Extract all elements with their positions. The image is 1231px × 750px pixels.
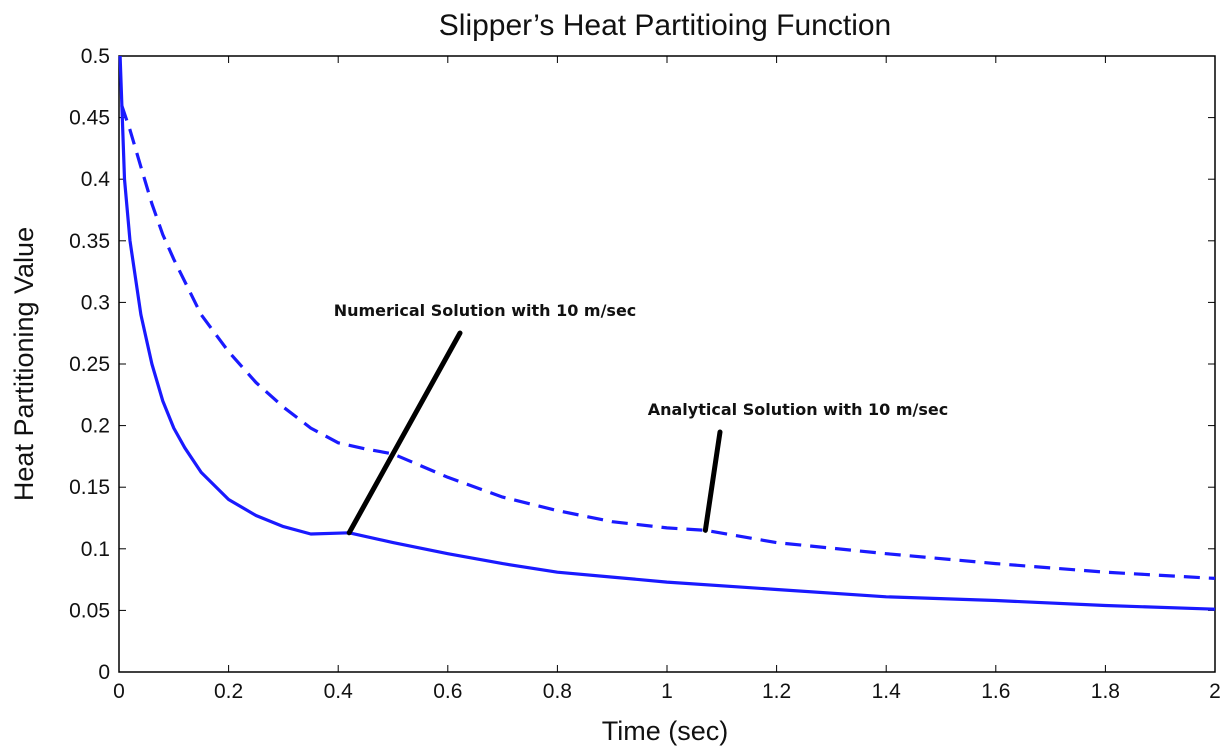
numerical-solution-line [118,55,1216,611]
annotation-label: Analytical Solution with 10 m/sec [648,400,949,419]
x-axis-title: Time (sec) [602,716,729,746]
x-tick-label: 1.8 [1091,680,1120,703]
series-layer [118,55,1216,611]
y-tick-label: 0.25 [69,353,110,376]
x-tick-label: 1.4 [872,680,902,703]
x-tick-label: 2 [1209,680,1221,703]
y-axis-ticks: 0 0.05 0.1 0.15 0.2 0.25 0.3 0.35 0.4 0.45 0.5 [69,45,1215,684]
annotation-layer: Numerical Solution with 10 m/sec Analytic… [334,301,949,536]
x-tick-label: 0.4 [324,680,354,703]
y-tick-label: 0 [98,661,110,684]
y-tick-label: 0.3 [81,291,110,314]
annotation-leader-line [702,429,723,533]
y-tick-label: 0.05 [69,599,110,622]
y-tick-label: 0.45 [69,107,110,130]
y-axis-title: Heat Partitioning Value [9,227,39,501]
y-tick-label: 0.35 [69,230,110,253]
annotation-leader-line [346,330,463,536]
x-tick-label: 1.2 [762,680,791,703]
y-tick-label: 0.4 [81,168,111,191]
x-tick-label: 0.6 [433,680,462,703]
x-tick-label: 0 [113,680,125,703]
y-tick-label: 0.5 [81,45,110,68]
y-tick-label: 0.2 [81,415,110,438]
chart-title: Slipper’s Heat Partitioing Function [439,9,891,42]
y-tick-label: 0.1 [81,538,110,561]
analytical-solution-line [120,104,1216,580]
plot-area-frame [118,55,1216,673]
x-tick-label: 0.8 [543,680,572,703]
x-axis-ticks: 0 0.2 0.4 0.6 0.8 1 1.2 1.4 1.6 1.8 2 [113,56,1221,703]
x-tick-label: 1.6 [981,680,1010,703]
y-tick-label: 0.15 [69,476,110,499]
x-tick-label: 0.2 [214,680,243,703]
annotation-label: Numerical Solution with 10 m/sec [334,301,637,320]
x-tick-label: 1 [661,680,673,703]
